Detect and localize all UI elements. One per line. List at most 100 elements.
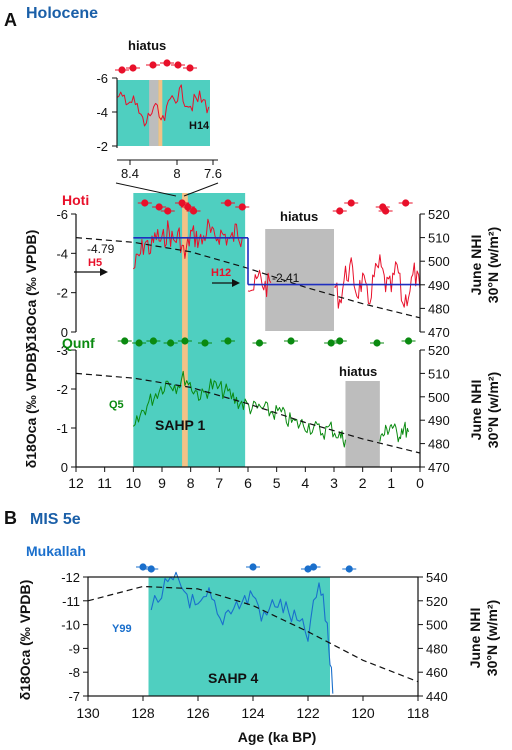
qunf-insolation-dashed [75, 372, 421, 454]
hoti-line [247, 269, 272, 298]
inset-event-band [158, 80, 163, 146]
inset-age-marker [149, 61, 157, 69]
panel-b-x-axis-title: Age (ka BP) [238, 729, 317, 745]
hoti-age-marker [141, 199, 149, 207]
qunf-age-marker [327, 339, 335, 347]
panel-b-x-tick-label: 128 [131, 705, 155, 721]
panel-b-x-tick-label: 126 [186, 705, 210, 721]
qunf-age-marker [167, 339, 175, 347]
hoti-age-marker [224, 199, 232, 207]
panel-a-x-tick-label: 1 [387, 475, 395, 491]
panel-a-x-tick-label: 4 [301, 475, 309, 491]
panel-a-x-tick-label: 8 [187, 475, 195, 491]
qunf-right-tick-label: 470 [428, 460, 450, 475]
hoti-age-marker [382, 207, 390, 215]
hoti-marker-h12: H12 [211, 267, 231, 279]
qunf-record-label: Q5 [109, 399, 124, 411]
hoti-series-label: Hoti [62, 192, 89, 208]
sahp-4-band [148, 577, 330, 696]
qunf-age-marker [404, 337, 413, 345]
series-layer [75, 84, 421, 694]
panel-b-right-tick-label: 540 [426, 570, 448, 585]
qunf-right-tick-label: 520 [428, 343, 450, 358]
mukallah-age-marker [139, 563, 147, 571]
panel-b-right-axis-title-2: 30°N (w/m²) [484, 600, 500, 676]
qunf-line [379, 421, 409, 443]
hoti-age-marker [184, 203, 192, 211]
panel-a-x-tick-label: 9 [158, 475, 166, 491]
panel-a-x-tick-label: 10 [126, 475, 142, 491]
panel-b-title: MIS 5e [30, 511, 81, 528]
inset-hiatus-box [149, 80, 159, 146]
hoti-right-tick-label: 480 [428, 301, 450, 316]
qunf-age-marker [201, 339, 209, 347]
hoti-line [333, 254, 421, 309]
qunf-line [132, 370, 346, 448]
mukallah-age-marker [309, 563, 318, 571]
hoti-right-tick-label: 510 [428, 231, 450, 246]
event-band-8-2ka [182, 193, 188, 467]
hoti-age-marker [164, 207, 172, 215]
panel-a-letter: A [4, 10, 17, 30]
panel-b-letter: B [4, 508, 17, 528]
inset-age-marker [129, 64, 137, 72]
panel-a-hoti-right-axis-title-1: June NHI [468, 235, 484, 296]
panel-b-right-tick-label: 480 [426, 641, 448, 656]
qunf-series-label: Qunf [62, 335, 95, 351]
sahp-4-label: SAHP 4 [208, 670, 259, 686]
panel-b-y-axis-title: δ18Oca (‰ VPDB) [17, 580, 33, 701]
inset-hiatus-label: hiatus [128, 38, 166, 53]
qunf-right-tick-label: 500 [428, 390, 450, 405]
qunf-age-marker [224, 337, 232, 345]
panel-b-x-tick-label: 118 [407, 705, 430, 721]
hoti-y-tick-label: -6 [56, 207, 68, 222]
qunf-age-marker [181, 337, 189, 345]
hoti-marker-h5: H5 [88, 257, 102, 269]
panel-b-x-tick-label: 124 [241, 705, 265, 721]
panel-b-x-tick-label: 120 [351, 705, 375, 721]
inset-age-marker [174, 61, 182, 69]
panel-b-right-axis-title-1: June NHI [467, 608, 483, 669]
zoom-connector-right [183, 182, 219, 197]
qunf-age-marker [255, 339, 264, 347]
hoti-right-tick-label: 500 [428, 254, 450, 269]
panel-a-x-tick-label: 2 [359, 475, 367, 491]
hoti-early-mean-label: -4.79 [87, 242, 115, 256]
hoti-right-tick-label: 520 [428, 207, 450, 222]
inset-y-tick-label: -6 [96, 71, 108, 86]
mukallah-age-marker [147, 565, 155, 573]
qunf-right-tick-label: 510 [428, 366, 450, 381]
inset-y-tick-label: -2 [96, 139, 108, 154]
qunf-age-marker [135, 339, 143, 347]
inset-age-marker [186, 64, 194, 72]
qunf-age-marker [121, 337, 129, 345]
qunf-age-marker [336, 337, 344, 345]
inset-y-tick-label: -4 [96, 105, 108, 120]
axis-layer: -6-4-20520510500490480470-3-2-1052051050… [56, 59, 450, 721]
panel-a-x-tick-label: 5 [273, 475, 281, 491]
panel-b-right-tick-label: 460 [426, 665, 448, 680]
hoti-right-tick-label: 490 [428, 278, 450, 293]
qunf-y-tick-label: -3 [56, 343, 68, 358]
panel-a-qunf-right-axis-title-1: June NHI [468, 380, 484, 441]
panel-b-y-tick-label: -11 [62, 594, 80, 609]
panel-b-x-tick-label: 130 [76, 705, 100, 721]
panel-b-right-tick-label: 500 [426, 618, 448, 633]
qunf-age-marker [373, 339, 381, 347]
mukallah-insolation-dashed [87, 585, 419, 683]
hoti-age-marker [238, 203, 246, 211]
hoti-age-marker [347, 199, 355, 207]
qunf-y-tick-label: 0 [61, 460, 68, 475]
hoti-age-marker [336, 207, 344, 215]
panel-b-right-tick-label: 520 [426, 594, 448, 609]
hoti-age-marker [178, 199, 186, 207]
hoti-y-tick-label: -2 [56, 286, 68, 301]
zoom-connector-left [115, 182, 177, 197]
inset-h14-line [116, 84, 210, 127]
panel-a-x-tick-label: 0 [416, 475, 424, 491]
panel-b-y-tick-label: -10 [61, 618, 80, 633]
h5-arrowhead [100, 268, 108, 276]
hoti-right-tick-label: 470 [428, 325, 450, 340]
hoti-y-tick-label: -4 [56, 246, 68, 261]
